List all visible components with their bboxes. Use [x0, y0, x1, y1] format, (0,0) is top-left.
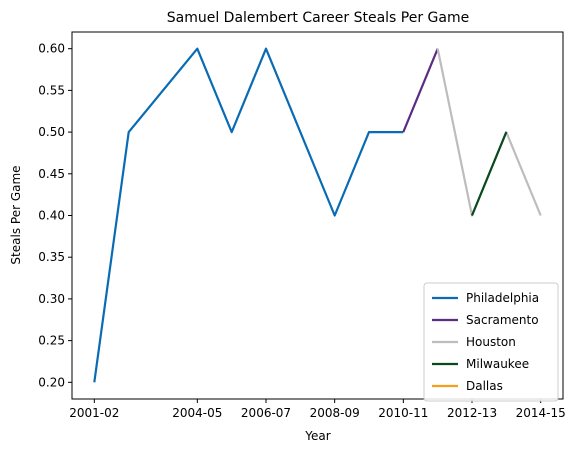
legend-label: Houston — [466, 335, 516, 349]
x-tick-label: 2012-13 — [447, 406, 497, 420]
y-tick-label: 0.40 — [38, 209, 65, 223]
legend-box — [423, 282, 559, 402]
y-tick-label: 0.30 — [38, 292, 65, 306]
x-tick-label: 2014-15 — [516, 406, 566, 420]
y-tick-label: 0.60 — [38, 42, 65, 56]
legend: Philadelphia Sacramento Houston Milwaukee Da… — [423, 282, 559, 402]
y-tick-label: 0.50 — [38, 125, 65, 139]
y-axis-label: Steals Per Game — [9, 165, 23, 264]
x-tick-label: 2010-11 — [378, 406, 428, 420]
series-line-milwaukee — [470, 131, 508, 216]
x-tick-label: 2006-07 — [241, 406, 291, 420]
y-tick-label: 0.45 — [38, 167, 65, 181]
legend-label: Sacramento — [466, 313, 539, 327]
series-line-sacramento — [402, 48, 439, 133]
series-line-philadelphia — [93, 47, 404, 383]
x-tick-label: 2004-05 — [172, 406, 222, 420]
plot-area: 0.20 0.25 0.30 0.35 0.40 0.45 0.50 0.55 0.60 2001… — [38, 31, 566, 420]
x-axis-label: Year — [304, 429, 330, 443]
y-tick-label: 0.55 — [38, 83, 65, 97]
y-tick-label: 0.25 — [38, 334, 65, 348]
legend-label: Philadelphia — [466, 291, 539, 305]
chart-title: Samuel Dalembert Career Steals Per Game — [167, 10, 470, 26]
x-tick-label: 2008-09 — [310, 406, 360, 420]
legend-label: Dallas — [466, 379, 503, 393]
series-line-houston — [436, 48, 542, 217]
y-tick-label: 0.20 — [38, 375, 65, 389]
x-tick-label: 2001-02 — [69, 406, 119, 420]
legend-label: Milwaukee — [466, 357, 529, 371]
y-tick-label: 0.35 — [38, 250, 65, 264]
